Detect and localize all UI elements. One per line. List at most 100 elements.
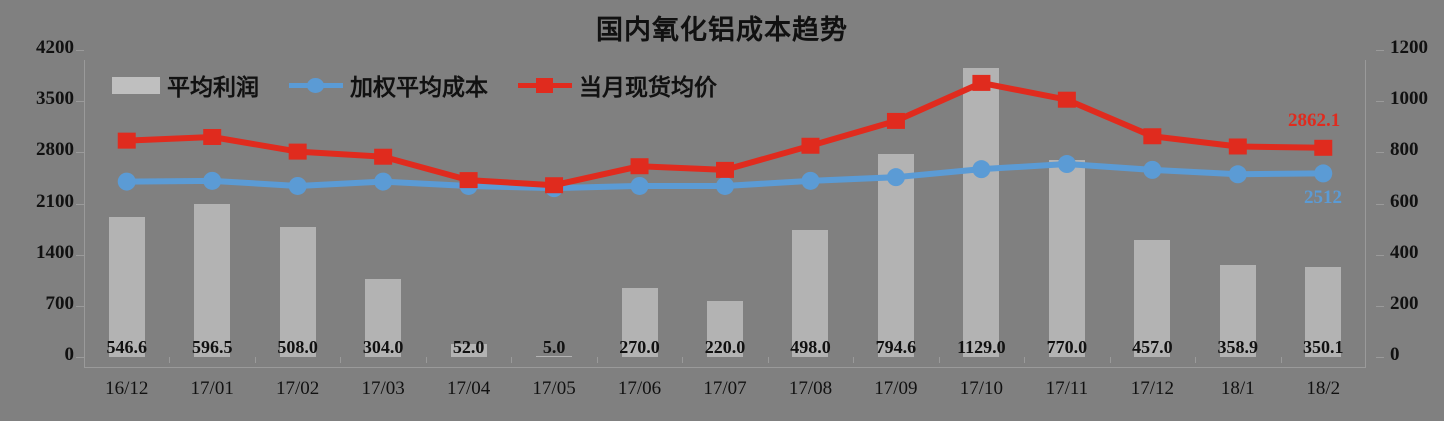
x-axis-label-17/11: 17/11 [1045, 378, 1089, 399]
y-axis-right-tick-mark [1376, 357, 1384, 358]
marker-weighted-cost-17/10[interactable] [972, 160, 991, 179]
bar-17/09[interactable] [877, 153, 914, 357]
bar-17/12[interactable] [1134, 240, 1171, 357]
marker-spot-price-17/10[interactable] [972, 74, 991, 91]
bar-value-label-17/10: 1129.0 [957, 337, 1006, 357]
x-axis-label-17/07: 17/07 [703, 378, 747, 399]
y-axis-right-tick-mark [1376, 152, 1384, 154]
marker-spot-price-17/07[interactable] [716, 161, 734, 178]
y-axis-left-tick-mark [76, 357, 84, 358]
marker-weighted-cost-17/12[interactable] [1143, 160, 1162, 179]
y-axis-right-tick-mark [1376, 101, 1384, 103]
bar-value-label-17/12: 457.0 [1132, 337, 1173, 357]
bar-16/12[interactable] [108, 217, 145, 357]
y-axis-right-tick-mark [1376, 50, 1384, 51]
marker-weighted-cost-16/12[interactable] [117, 172, 136, 191]
marker-weighted-cost-17/06[interactable] [630, 176, 649, 195]
marker-spot-price-17/04[interactable] [459, 172, 478, 189]
marker-weighted-cost-17/03[interactable] [374, 172, 393, 191]
y-axis-right-tick-200: 200 [1390, 292, 1419, 314]
x-axis-label-17/05: 17/05 [532, 378, 576, 399]
legend-label-weighted-cost: 加权平均成本 [350, 75, 488, 101]
bar-value-label-17/07: 220.0 [704, 337, 746, 357]
bar-value-label-17/01: 596.5 [191, 337, 233, 357]
chart-legend: 平均利润 加权平均成本 当月现货均价 [112, 68, 717, 102]
bar-value-label-16/12: 546.6 [106, 337, 147, 357]
bar-value-label-17/11: 770.0 [1046, 337, 1088, 357]
x-axis-tick-mark [1109, 357, 1111, 363]
marker-spot-price-17/09[interactable] [886, 112, 905, 129]
legend-swatch-line-circle-icon [289, 76, 343, 94]
bar-17/10[interactable] [963, 68, 1000, 357]
marker-weighted-cost-17/08[interactable] [801, 171, 820, 190]
marker-spot-price-18/2[interactable] [1314, 139, 1333, 156]
legend-item-weighted-cost[interactable]: 加权平均成本 [289, 68, 488, 102]
bar-value-label-17/02: 508.0 [277, 337, 318, 357]
marker-weighted-cost-17/11[interactable] [1057, 155, 1076, 174]
bar-value-label-18/2: 350.1 [1303, 337, 1344, 357]
marker-spot-price-18/1[interactable] [1228, 138, 1247, 155]
legend-swatch-line-square-icon [518, 76, 572, 94]
bar-17/05[interactable] [536, 355, 573, 357]
weighted-cost-end-label: 2512 [1304, 187, 1342, 209]
x-axis-tick-mark [938, 357, 940, 363]
x-axis-tick-mark [169, 357, 171, 363]
marker-weighted-cost-17/07[interactable] [716, 176, 734, 195]
y-axis-right-tick-800: 800 [1390, 139, 1419, 161]
marker-spot-price-17/02[interactable] [288, 143, 307, 160]
axis-line-bottom [84, 367, 1366, 368]
chart-title: 国内氧化铝成本趋势 [596, 15, 848, 46]
bar-18/2[interactable] [1305, 267, 1342, 357]
bar-18/1[interactable] [1219, 265, 1256, 357]
marker-weighted-cost-18/1[interactable] [1228, 165, 1247, 184]
legend-item-average-profit[interactable]: 平均利润 [112, 68, 259, 102]
x-axis-tick-mark [254, 357, 256, 363]
x-axis-label-17/01: 17/01 [190, 378, 234, 399]
y-axis-left-tick-4200: 4200 [36, 37, 74, 58]
y-axis-left-tick-3500: 3500 [36, 88, 74, 110]
bar-17/02[interactable] [279, 227, 316, 357]
x-axis-tick-mark [596, 357, 598, 363]
y-axis-left-tick-mark [76, 203, 84, 205]
bar-17/11[interactable] [1048, 160, 1085, 357]
bar-value-label-17/04: 52.0 [452, 337, 485, 357]
marker-spot-price-17/03[interactable] [374, 148, 393, 165]
marker-weighted-cost-17/02[interactable] [288, 176, 307, 195]
bar-value-label-17/06: 270.0 [619, 337, 660, 357]
marker-spot-price-17/12[interactable] [1143, 128, 1162, 145]
bar-17/01[interactable] [194, 204, 231, 357]
bar-value-label-17/03: 304.0 [362, 337, 404, 357]
x-axis-tick-mark [853, 357, 855, 363]
marker-spot-price-17/01[interactable] [203, 128, 222, 145]
marker-spot-price-16/12[interactable] [117, 132, 136, 149]
marker-weighted-cost-17/09[interactable] [886, 168, 905, 187]
x-axis-tick-mark [1195, 357, 1197, 363]
x-axis-label-17/09: 17/09 [874, 378, 918, 399]
x-axis-label-17/04: 17/04 [446, 378, 491, 399]
x-axis-label-17/12: 17/12 [1130, 378, 1174, 399]
y-axis-left-tick-mark [76, 50, 84, 51]
bar-17/07[interactable] [707, 300, 743, 357]
x-axis-tick-mark [425, 357, 427, 363]
legend-label-average-profit: 平均利润 [167, 75, 259, 101]
legend-label-spot-price: 当月现货均价 [579, 75, 717, 101]
y-axis-left: 0 700 1400 2100 2800 3500 4200 [0, 0, 84, 421]
x-axis-label-17/02: 17/02 [276, 378, 320, 399]
plot-area [84, 50, 1366, 368]
marker-spot-price-17/05[interactable] [545, 177, 564, 194]
marker-weighted-cost-17/01[interactable] [203, 171, 222, 190]
marker-spot-price-17/08[interactable] [801, 137, 820, 154]
bar-17/03[interactable] [365, 279, 402, 357]
marker-spot-price-17/06[interactable] [630, 158, 649, 175]
bar-17/04[interactable] [450, 343, 487, 357]
x-axis-label-17/06: 17/06 [617, 378, 662, 399]
bar-17/08[interactable] [792, 229, 829, 357]
x-axis-label-18/1: 18/1 [1220, 378, 1255, 399]
bar-17/06[interactable] [621, 287, 658, 357]
legend-item-spot-price[interactable]: 当月现货均价 [518, 68, 717, 102]
bar-value-label-17/05: 5.0 [542, 337, 566, 357]
x-axis-label-18/2: 18/2 [1306, 378, 1341, 399]
marker-spot-price-17/11[interactable] [1057, 91, 1076, 108]
marker-weighted-cost-18/2[interactable] [1314, 164, 1333, 183]
y-axis-left-tick-2800: 2800 [36, 139, 74, 161]
